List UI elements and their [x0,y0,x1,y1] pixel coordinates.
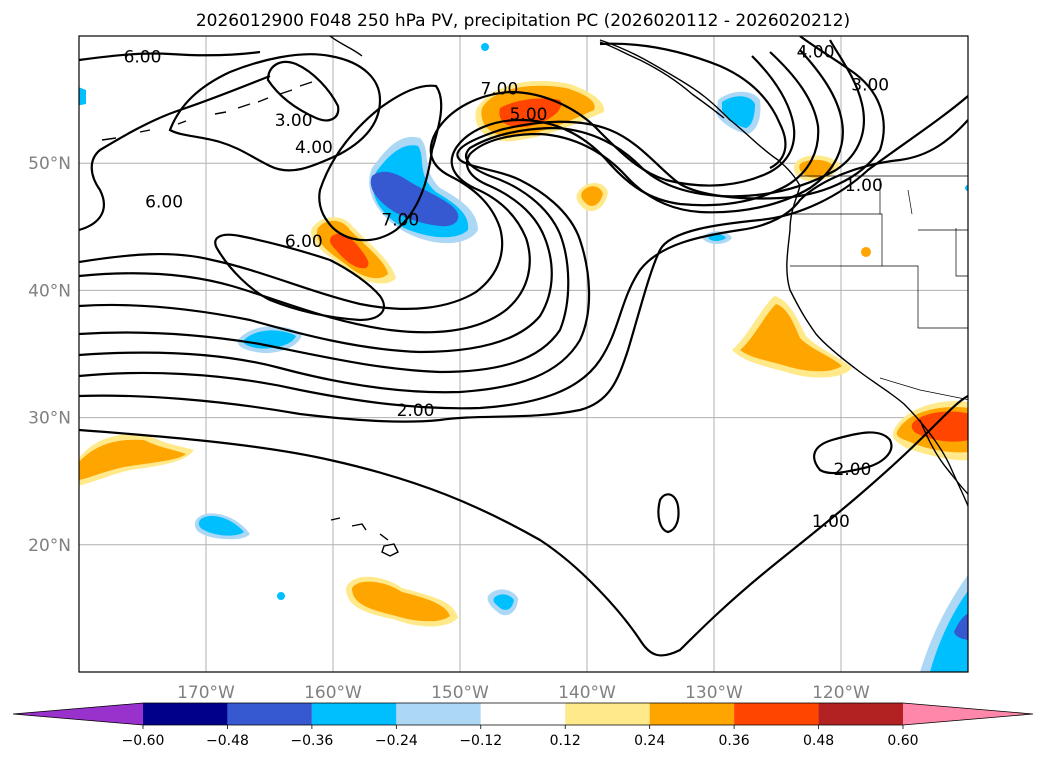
colorbar-tick-label: 0.24 [634,733,665,749]
precip-positive-area [581,186,603,206]
pv-contour-6-west [79,74,271,232]
x-tick-label: 130°W [685,683,743,703]
contour-label: 7.00 [480,79,518,99]
precip-positive-area [861,247,871,257]
map-area: 6.00 3.00 4.00 6.00 6.00 7.00 7.00 5.00 2.00 2.00… [79,36,968,672]
pv-contour-6-center [318,84,443,242]
colorbar-swatch [143,703,228,725]
precip-positive-area [329,233,369,269]
colorbar-extend-low [13,703,143,725]
contour-label: 1.00 [845,176,883,196]
x-tick-label: 170°W [177,683,235,703]
precip-negative-area [493,594,514,610]
colorbar-tick-label: 0.48 [803,733,834,749]
colorbar-tick-label: −0.48 [206,733,249,749]
contour-label: 7.00 [381,210,419,230]
contour-label: 6.00 [285,232,323,252]
precip-negative-area [481,43,489,51]
colorbar-extend-high [903,703,1033,725]
pv-contour-3 [79,36,885,394]
chart-title: 2026012900 F048 250 hPa PV, precipitatio… [196,11,850,31]
precip-negative-area [722,96,755,128]
colorbar-tick-label: 0.60 [887,733,918,749]
colorbar: −0.60 −0.48 −0.36 −0.24 −0.12 0.12 0.24 0.36 0.4… [12,702,1034,749]
colorbar-swatch [227,703,312,725]
contour-label: 3.00 [851,76,889,96]
baja-california-coast [919,419,968,495]
contour-label: 2.00 [834,460,872,480]
pv-contour-1 [79,95,968,423]
precip-negative-area [965,185,968,191]
precip-negative-area [277,592,285,600]
y-tick-label: 30°N [28,409,71,429]
map-frame [78,35,969,673]
x-tick-label: 120°W [812,683,870,703]
contour-label: 3.00 [275,111,313,131]
precip-negative-area [708,234,726,241]
y-tick-label: 20°N [28,536,71,556]
contour-labels: 6.00 3.00 4.00 6.00 6.00 7.00 7.00 5.00 2.00 2.00… [124,43,890,532]
y-tick-label: 40°N [28,281,71,301]
pv-contour-7 [79,55,796,310]
colorbar-swatch [818,703,903,725]
north-america-coast [599,39,968,507]
coastlines [101,36,968,557]
colorbar-tick-label: −0.36 [290,733,333,749]
x-tick-label: 150°W [431,683,489,703]
colorbar-swatch [311,703,397,725]
contour-label: 5.00 [510,105,548,125]
pv-contour-5 [79,49,844,354]
pv-contour-6 [79,51,820,334]
colorbar-tick-label: −0.24 [375,733,418,749]
colorbar-swatch [396,703,481,725]
contour-label: 4.00 [295,138,333,158]
colorbar-swatch [649,703,735,725]
colorbar-tick-label: −0.60 [122,733,165,749]
pv-contour-6-ridge [214,233,385,322]
hawaiian-islands [330,517,399,557]
precip-negative-area [198,516,244,536]
precip-negative-area [954,613,968,640]
contour-label: 6.00 [145,193,183,213]
colorbar-swatch [734,703,819,725]
precip-positive-area [79,439,186,480]
precip-negative-area [930,590,968,672]
x-axis-ticks: 170°W 160°W 150°W 140°W 130°W 120°W [177,683,870,703]
contour-label: 2.00 [397,401,435,421]
precip-negative-area [79,87,86,106]
pv-contour-6-north [79,50,261,62]
precip-positive-area [352,581,450,622]
pv-contour-2-southeast [813,431,893,475]
precip-negative-area [370,171,459,227]
y-tick-label: 50°N [28,154,71,174]
colorbar-tick-label: 0.36 [719,733,750,749]
pv-contour-7-alaska [599,42,787,169]
precip-shading [79,43,968,672]
pv-contour-4-ring [168,53,382,172]
pv-contour-1-outer [79,395,968,657]
pv-contours [79,36,968,657]
contour-label: 1.00 [812,512,850,532]
y-axis-ticks: 50°N 40°N 30°N 20°N [28,154,71,556]
colorbar-swatch [480,703,566,725]
contour-label: 6.00 [124,48,162,68]
x-tick-label: 160°W [304,683,362,703]
alaska-coast [329,36,725,119]
contour-label: 4.00 [797,43,835,63]
colorbar-tick-label: 0.12 [550,733,581,749]
pv-contour-small-loop [657,493,680,534]
precip-positive-area [740,304,842,372]
us-mexico-border [879,377,968,400]
us-state-borders [790,178,968,329]
x-tick-label: 140°W [558,683,616,703]
pv-contour-3-loop [266,60,340,122]
aleutian-islands [101,81,313,141]
colorbar-tick-label: −0.12 [459,733,502,749]
pv-contour-2 [79,119,968,410]
colorbar-swatch [565,703,650,725]
